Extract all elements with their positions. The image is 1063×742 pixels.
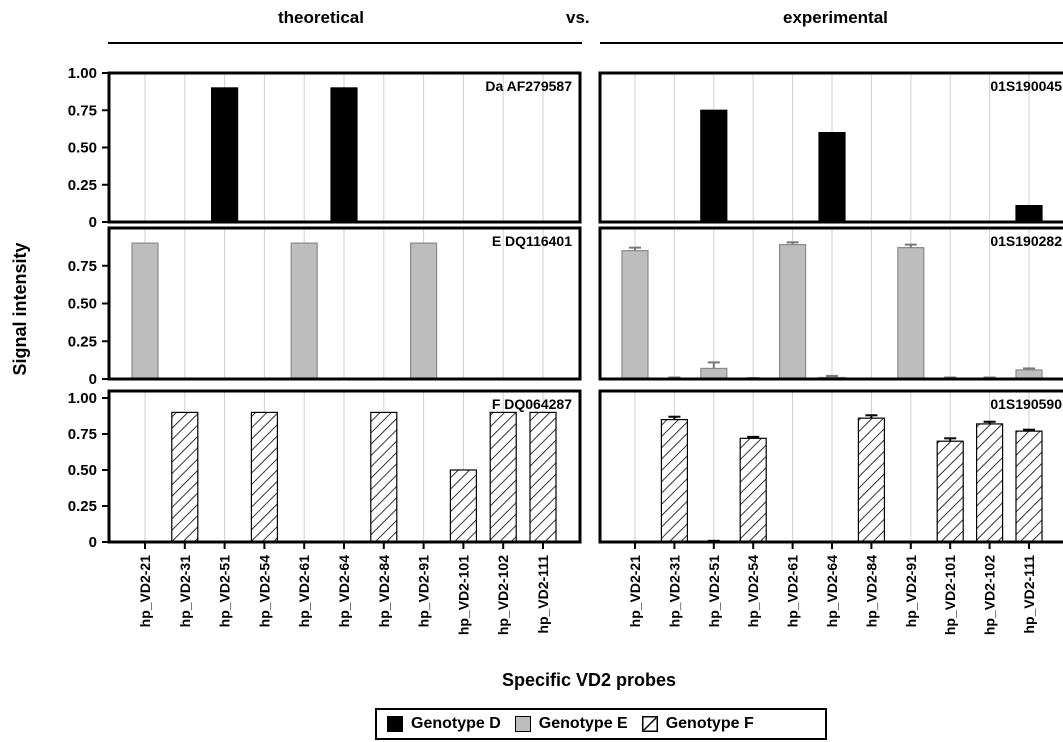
bar-theoretical-E-hp_VD2-91: [410, 242, 438, 380]
panel-frame-experimental-0: [598, 71, 1063, 224]
legend-item-e: Genotype E: [514, 715, 628, 733]
panel-label-theoretical-0: Da AF279587: [485, 78, 572, 94]
bar-experimental-F-hp_VD2-111: [1015, 430, 1043, 543]
ytick-label-0-0: 1.00: [68, 65, 97, 82]
bar-theoretical-D-hp_VD2-51: [211, 87, 239, 223]
ytick-label-2-2: 0.50: [68, 462, 97, 479]
category-label-theoretical-7: hp_VD2-91: [416, 555, 432, 628]
legend-item-d: Genotype D: [387, 715, 501, 733]
bar-theoretical-F-hp_VD2-84: [370, 411, 398, 543]
ytick-label-0-4: 0: [89, 214, 97, 231]
signal-intensity-chart: Signal intensity Specific VD2 probes 1.0…: [10, 65, 1063, 690]
ytick-label-0-2: 0.50: [68, 140, 97, 157]
category-label-experimental-2: hp_VD2-51: [706, 555, 722, 628]
legend-item-f: Genotype F: [641, 715, 754, 733]
ytick-label-1-2: 0.25: [68, 333, 97, 350]
ytick-label-0-1: 0.75: [68, 102, 97, 119]
bar-theoretical-E-hp_VD2-21: [131, 242, 159, 380]
legend-label-d: Genotype D: [411, 715, 501, 732]
bar-experimental-E-hp_VD2-51: [700, 367, 728, 380]
header-theoretical: theoretical: [278, 8, 364, 27]
x-axis-label: Specific VD2 probes: [502, 670, 676, 690]
category-label-theoretical-5: hp_VD2-64: [336, 555, 352, 628]
bar-theoretical-F-hp_VD2-102: [489, 411, 517, 543]
bar-experimental-D-hp_VD2-64: [818, 132, 846, 223]
bar-experimental-F-hp_VD2-31: [660, 419, 689, 543]
ytick-label-2-4: 0: [89, 534, 97, 551]
panel-label-theoretical-1: E DQ116401: [492, 233, 572, 249]
y-axis-label: Signal intensity: [10, 242, 30, 375]
legend-swatch-d: [387, 716, 403, 732]
bar-theoretical-F-hp_VD2-101: [449, 469, 477, 543]
header-experimental: experimental: [783, 8, 888, 27]
category-label-theoretical-3: hp_VD2-54: [256, 555, 272, 628]
panel-label-experimental-2: 01S190590: [990, 396, 1062, 412]
ytick-label-0-3: 0.25: [68, 177, 97, 194]
category-label-experimental-9: hp_VD2-102: [982, 555, 998, 635]
panel-frame-experimental-2: [598, 389, 1063, 544]
panel-label-experimental-0: 01S190045: [990, 78, 1062, 94]
category-label-experimental-8: hp_VD2-101: [942, 555, 958, 635]
category-label-theoretical-10: hp_VD2-111: [535, 555, 551, 634]
bar-experimental-D-hp_VD2-51: [700, 109, 728, 223]
category-label-theoretical-2: hp_VD2-51: [217, 555, 233, 628]
ytick-label-2-3: 0.25: [68, 498, 97, 515]
category-label-experimental-6: hp_VD2-84: [863, 555, 879, 628]
category-label-experimental-1: hp_VD2-31: [666, 555, 682, 628]
bar-experimental-E-hp_VD2-21: [621, 250, 649, 380]
bar-experimental-E-hp_VD2-91: [897, 247, 925, 380]
header-rule-experimental: [600, 42, 1063, 44]
bar-experimental-F-hp_VD2-102: [975, 423, 1004, 543]
legend-swatch-f: [641, 716, 658, 732]
category-label-theoretical-9: hp_VD2-102: [495, 555, 511, 635]
ytick-label-1-0: 0.75: [68, 258, 97, 275]
category-label-experimental-5: hp_VD2-64: [824, 555, 840, 628]
bar-experimental-D-hp_VD2-111: [1015, 205, 1043, 223]
bar-experimental-F-hp_VD2-84: [857, 417, 886, 543]
category-label-experimental-10: hp_VD2-111: [1021, 555, 1037, 634]
legend-swatch-e: [514, 716, 531, 732]
ytick-label-2-0: 1.00: [68, 390, 97, 407]
bar-theoretical-E-hp_VD2-61: [290, 242, 318, 380]
legend-label-e: Genotype E: [538, 715, 628, 732]
panel-label-theoretical-2: F DQ064287: [492, 396, 572, 412]
bar-experimental-F-hp_VD2-54: [739, 437, 767, 543]
ytick-label-1-1: 0.50: [68, 296, 97, 313]
ytick-label-1-3: 0: [89, 371, 97, 388]
category-label-theoretical-6: hp_VD2-84: [376, 555, 392, 628]
category-label-experimental-7: hp_VD2-91: [903, 555, 919, 628]
bar-theoretical-F-hp_VD2-54: [250, 411, 278, 543]
header-vs: vs.: [566, 8, 590, 27]
bar-experimental-E-hp_VD2-61: [778, 244, 807, 380]
category-label-experimental-0: hp_VD2-21: [627, 555, 643, 628]
category-label-theoretical-0: hp_VD2-21: [137, 555, 153, 628]
legend-label-f: Genotype F: [665, 715, 754, 732]
bar-experimental-F-hp_VD2-101: [936, 440, 964, 543]
bar-theoretical-F-hp_VD2-31: [171, 411, 199, 543]
panel-label-experimental-1: 01S190282: [990, 233, 1062, 249]
category-label-theoretical-8: hp_VD2-101: [455, 555, 471, 635]
bar-theoretical-F-hp_VD2-111: [529, 411, 557, 543]
category-label-theoretical-1: hp_VD2-31: [177, 555, 193, 628]
ytick-label-2-1: 0.75: [68, 426, 97, 443]
header-rule-theoretical: [108, 42, 582, 44]
legend: Genotype D Genotype E Genotype F: [375, 708, 827, 740]
category-label-experimental-3: hp_VD2-54: [745, 555, 761, 628]
bar-theoretical-D-hp_VD2-64: [330, 87, 358, 223]
panel-frame-experimental-1: [598, 226, 1063, 381]
category-label-experimental-4: hp_VD2-61: [785, 555, 801, 628]
category-label-theoretical-4: hp_VD2-61: [296, 555, 312, 628]
